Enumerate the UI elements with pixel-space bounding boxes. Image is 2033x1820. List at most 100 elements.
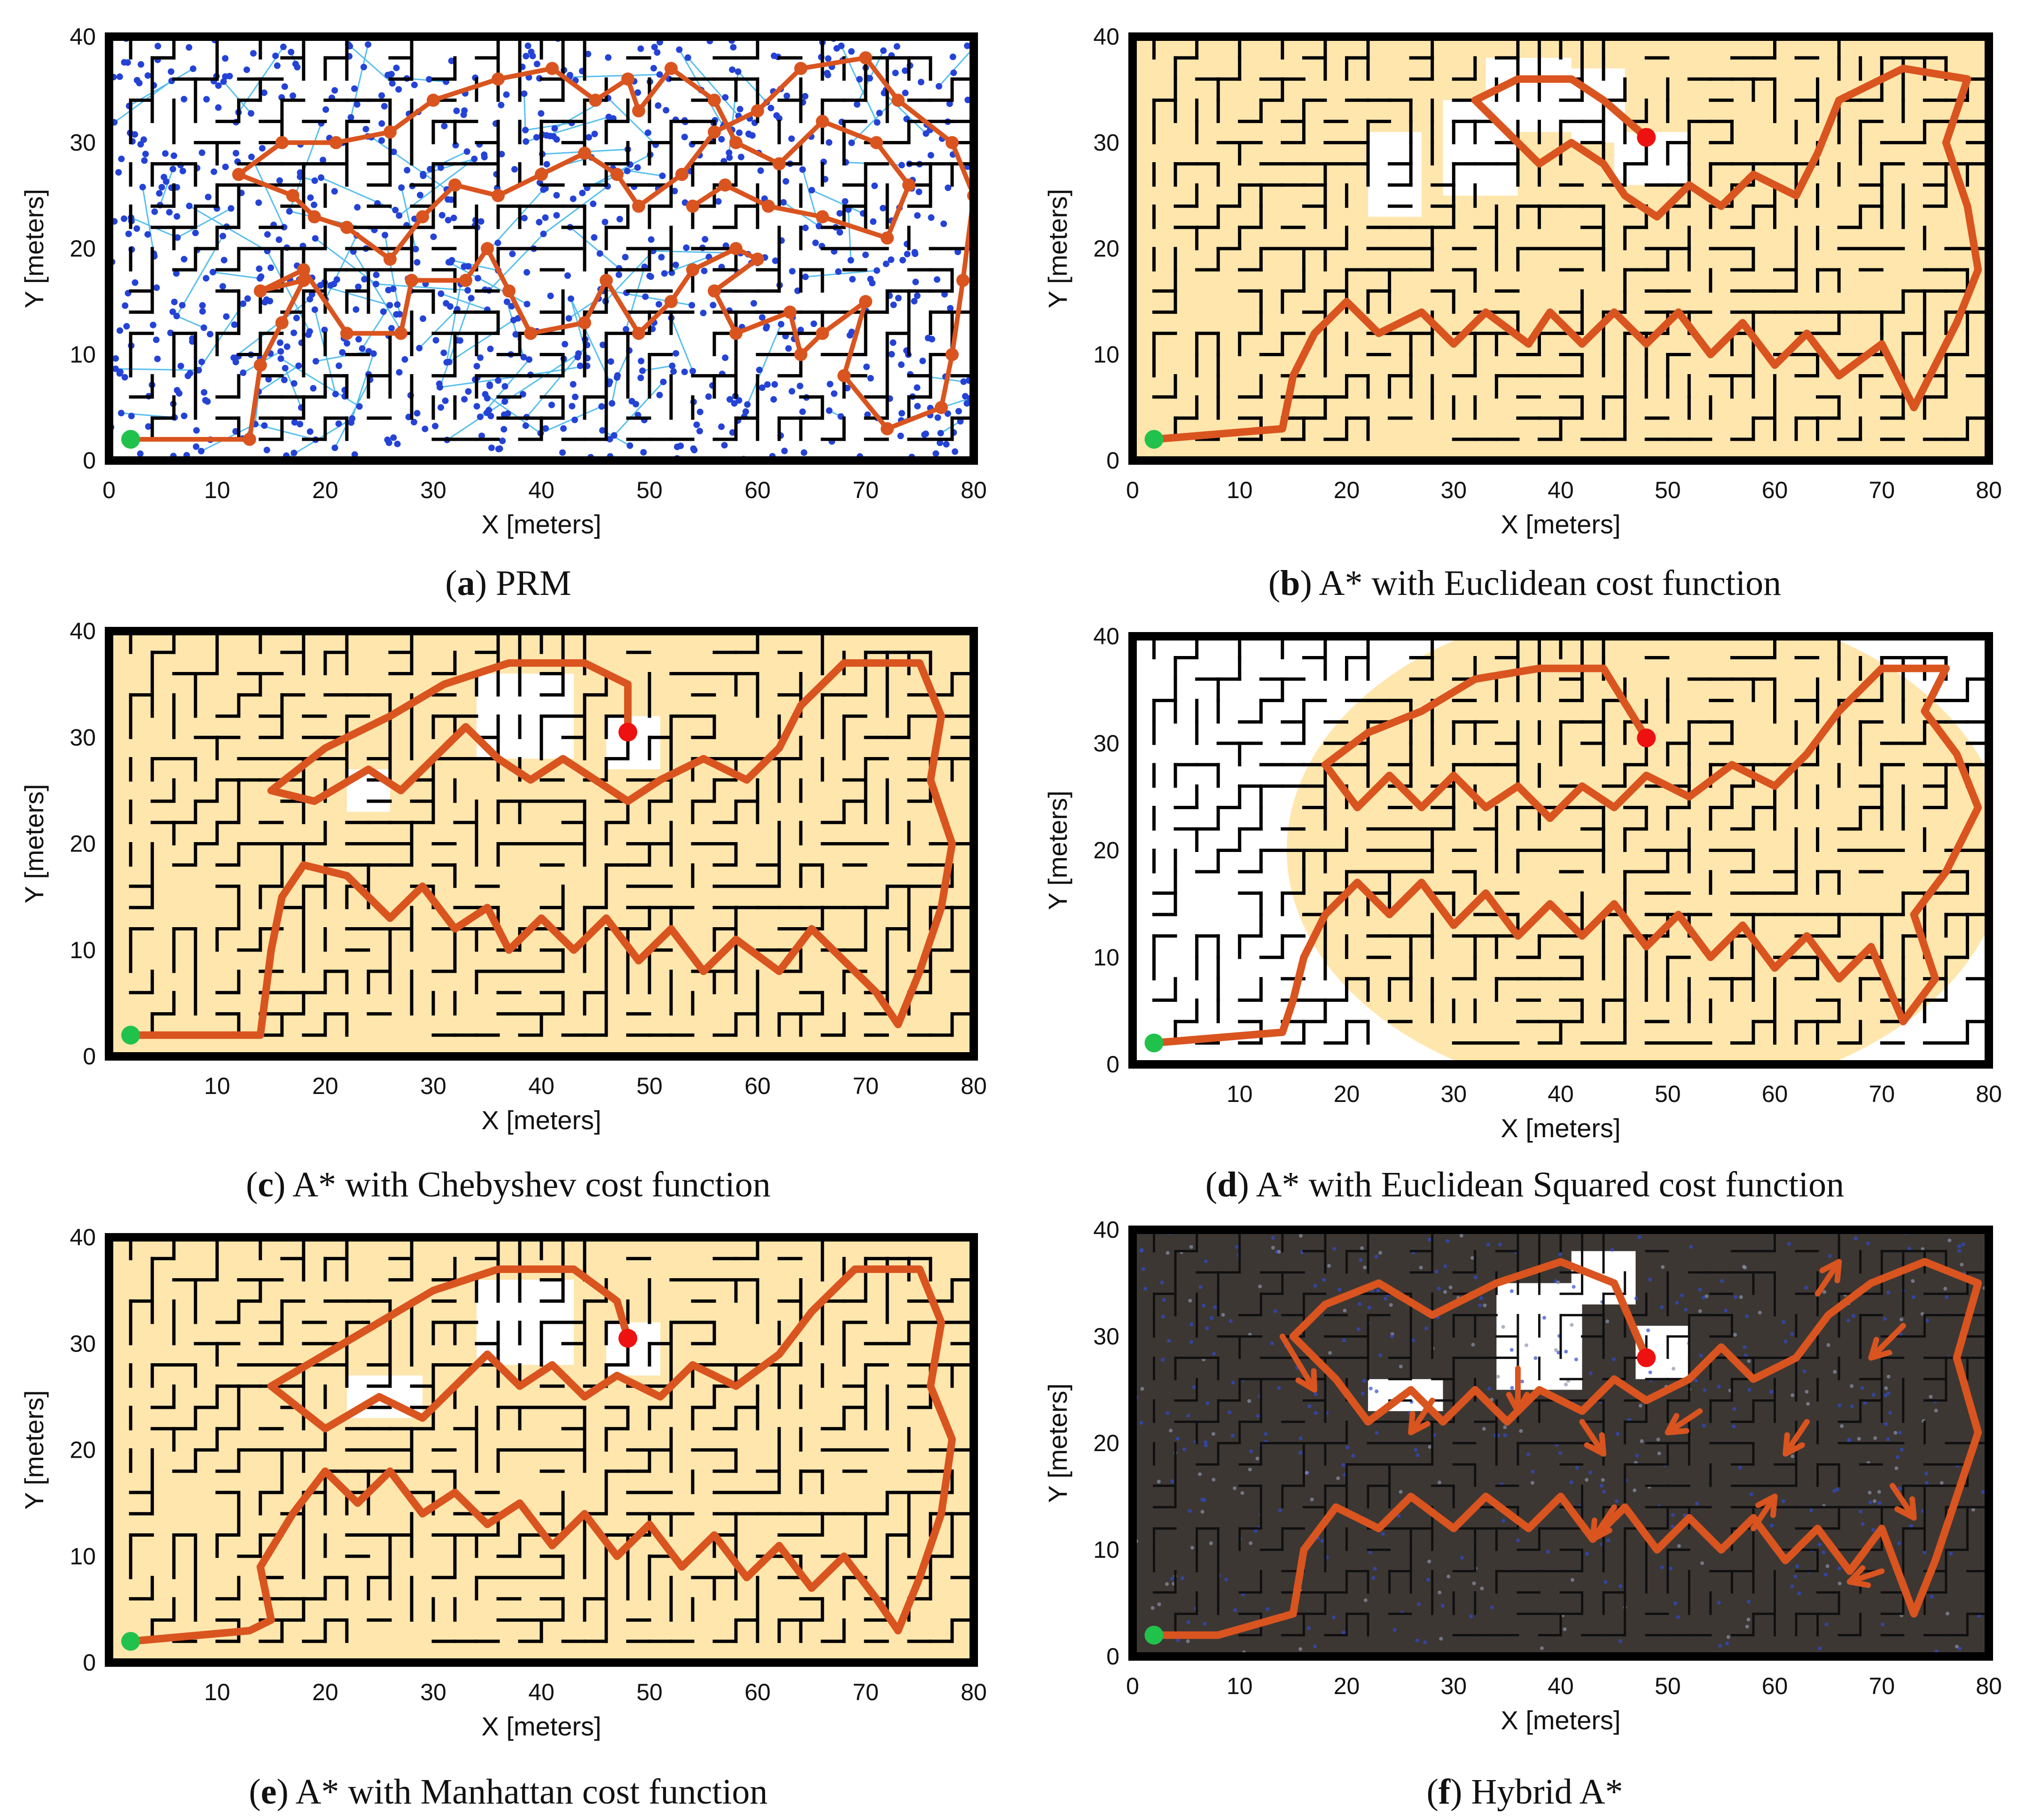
search-sample <box>1516 1539 1520 1543</box>
path-waypoint <box>946 136 959 149</box>
search-sample <box>1419 1265 1423 1270</box>
prm-node <box>186 44 193 51</box>
prm-node <box>952 448 959 455</box>
prm-node <box>586 134 593 141</box>
plot-area-c <box>109 631 974 1056</box>
search-sample <box>1189 1340 1193 1344</box>
path-waypoint <box>254 284 267 298</box>
prm-node <box>566 71 573 78</box>
search-sample <box>1603 1580 1608 1584</box>
prm-node <box>312 235 319 242</box>
prm-node <box>201 389 208 396</box>
search-sample <box>1368 1386 1373 1390</box>
search-sample <box>1204 1440 1208 1444</box>
prm-node <box>274 62 281 69</box>
prm-edge <box>446 401 506 441</box>
search-sample <box>1602 1490 1606 1494</box>
path-waypoint <box>719 178 732 192</box>
prm-node <box>173 312 180 320</box>
search-sample <box>1703 1388 1707 1392</box>
prm-node <box>440 349 447 356</box>
prm-node <box>867 275 874 282</box>
prm-node <box>277 348 284 355</box>
path-waypoint <box>773 157 786 171</box>
search-sample <box>1676 1615 1680 1619</box>
prm-node <box>167 68 174 75</box>
search-sample <box>1254 1529 1258 1533</box>
search-sample <box>1438 1590 1442 1594</box>
prm-node <box>353 101 360 108</box>
search-sample <box>1198 1285 1203 1289</box>
prm-node <box>392 207 399 214</box>
path-waypoint <box>859 51 872 65</box>
search-sample <box>1343 1308 1347 1312</box>
prm-node <box>873 267 880 274</box>
search-sample <box>1695 1501 1699 1506</box>
search-sample <box>1205 1401 1210 1406</box>
x-tick-label: 0 <box>1126 477 1139 503</box>
prm-node <box>525 356 532 363</box>
search-sample <box>1860 1386 1864 1390</box>
prm-node <box>438 290 445 297</box>
prm-node <box>567 295 574 302</box>
prm-node <box>156 190 163 197</box>
search-sample <box>1946 1611 1950 1616</box>
prm-node <box>700 310 707 317</box>
prm-node <box>422 425 429 432</box>
search-sample <box>1742 1265 1746 1269</box>
search-sample <box>1726 1635 1730 1639</box>
search-sample <box>1909 1524 1913 1528</box>
search-sample <box>1809 1508 1813 1512</box>
search-sample <box>1702 1423 1706 1428</box>
unexplored-block <box>606 1322 660 1376</box>
search-sample <box>1739 1295 1743 1299</box>
path-waypoint <box>935 401 948 414</box>
prm-node <box>943 441 950 448</box>
prm-node <box>799 408 806 415</box>
path-waypoint <box>859 295 872 308</box>
path-waypoint <box>383 125 397 139</box>
prm-edge <box>811 189 864 214</box>
path-waypoint <box>621 72 634 86</box>
search-sample <box>1139 1421 1143 1425</box>
prm-node <box>688 302 696 309</box>
search-sample <box>1362 1379 1366 1383</box>
search-sample <box>1479 1296 1483 1300</box>
prm-node <box>330 281 337 288</box>
prm-node <box>501 398 508 405</box>
search-sample <box>1351 1453 1355 1458</box>
path-waypoint <box>729 136 743 149</box>
search-sample <box>1745 1625 1749 1629</box>
path-waypoint <box>297 263 310 277</box>
prm-node <box>355 283 362 290</box>
search-sample <box>1863 1401 1867 1405</box>
search-sample <box>1160 1281 1164 1285</box>
prm-node <box>344 340 351 347</box>
plot-area-d <box>1133 636 1989 1064</box>
prm-node <box>654 49 661 56</box>
search-sample <box>1313 1644 1317 1648</box>
prm-node <box>198 448 205 455</box>
prm-node <box>736 129 743 136</box>
search-sample <box>1204 1443 1208 1447</box>
prm-node <box>771 52 778 59</box>
prm-node <box>802 93 809 100</box>
search-sample <box>1519 1429 1523 1433</box>
prm-node <box>917 78 924 86</box>
path-waypoint <box>665 295 678 308</box>
prm-node <box>356 403 363 410</box>
x-tick-label: 60 <box>1762 477 1788 503</box>
y-axis-label: Y [meters] <box>19 1390 49 1509</box>
prm-node <box>255 199 262 206</box>
prm-node <box>947 305 954 312</box>
search-sample <box>1277 1386 1281 1390</box>
prm-node <box>655 102 662 109</box>
path-waypoint <box>394 327 407 340</box>
prm-node <box>468 295 475 302</box>
search-sample <box>1363 1598 1368 1602</box>
search-sample <box>1949 1552 1953 1556</box>
search-sample <box>1818 1646 1822 1650</box>
search-sample <box>1861 1522 1865 1526</box>
prm-node <box>726 396 733 403</box>
prm-edge <box>446 284 461 363</box>
